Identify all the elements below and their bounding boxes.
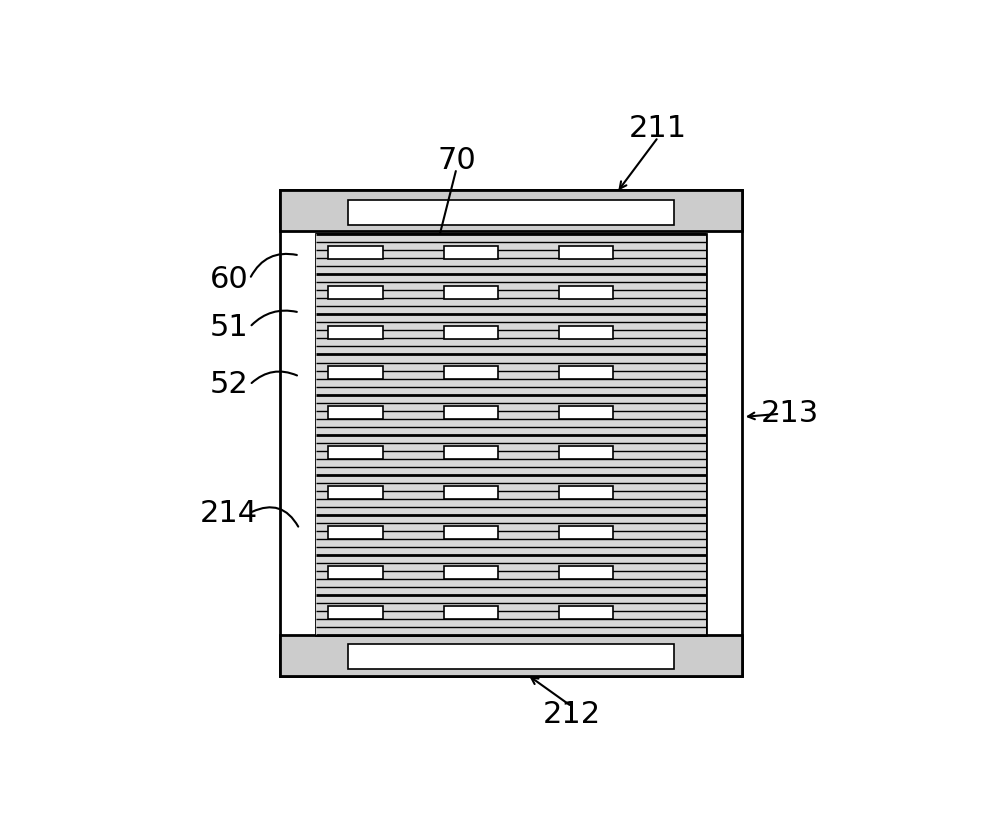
Bar	[444, 486, 498, 499]
Bar	[280, 190, 742, 231]
Bar	[559, 246, 613, 259]
Bar	[316, 235, 706, 635]
Bar	[316, 474, 706, 515]
Bar	[316, 314, 706, 354]
Text: 214: 214	[200, 498, 258, 527]
Bar	[316, 394, 706, 434]
Bar	[444, 286, 498, 299]
Bar	[559, 486, 613, 499]
Bar	[280, 635, 742, 676]
Bar	[328, 486, 383, 499]
Bar	[280, 190, 742, 676]
Bar	[559, 326, 613, 339]
Text: 211: 211	[629, 114, 687, 143]
Text: 212: 212	[542, 701, 601, 730]
Bar	[559, 527, 613, 539]
Bar	[348, 201, 674, 225]
Bar	[559, 406, 613, 419]
Bar	[444, 527, 498, 539]
Bar	[444, 607, 498, 619]
Bar	[316, 555, 706, 595]
Bar	[444, 446, 498, 459]
Bar	[559, 366, 613, 379]
Text: 60: 60	[209, 265, 248, 294]
Text: 52: 52	[209, 370, 248, 399]
Bar	[316, 354, 706, 394]
Text: 51: 51	[209, 313, 248, 342]
Bar	[328, 527, 383, 539]
Bar	[348, 644, 674, 669]
Bar	[444, 326, 498, 339]
Bar	[328, 446, 383, 459]
Bar	[316, 275, 706, 314]
Text: 70: 70	[437, 146, 476, 176]
Bar	[559, 286, 613, 299]
Bar	[316, 515, 706, 555]
Bar	[316, 434, 706, 474]
Bar	[328, 607, 383, 619]
Bar	[444, 406, 498, 419]
Bar	[444, 246, 498, 259]
Bar	[328, 406, 383, 419]
Bar	[316, 595, 706, 635]
Bar	[328, 366, 383, 379]
Bar	[559, 446, 613, 459]
Bar	[316, 235, 706, 275]
Bar	[559, 607, 613, 619]
Text: 213: 213	[761, 399, 819, 428]
Bar	[444, 366, 498, 379]
Bar	[444, 567, 498, 579]
Bar	[328, 286, 383, 299]
Bar	[328, 246, 383, 259]
Bar	[559, 567, 613, 579]
Bar	[328, 567, 383, 579]
Bar	[328, 326, 383, 339]
